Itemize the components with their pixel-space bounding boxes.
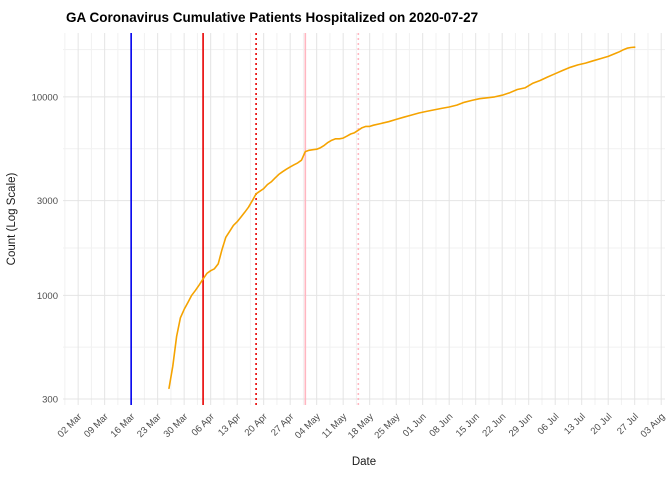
y-axis-title: Count (Log Scale) — [6, 172, 18, 265]
x-tick-label: 13 Jul — [562, 411, 588, 437]
x-tick-label: 02 Mar — [56, 411, 85, 440]
x-tick-label: 08 Jun — [427, 411, 455, 439]
x-tick-label: 06 Apr — [190, 411, 217, 438]
x-tick-label: 23 Mar — [135, 411, 164, 440]
major-gridlines — [63, 33, 665, 405]
data-series — [168, 46, 636, 390]
x-tick-label: 20 Apr — [243, 411, 270, 438]
x-tick-label: 25 May — [372, 411, 402, 441]
x-tick-label: 22 Jun — [480, 411, 508, 439]
x-tick-label: 18 May — [346, 411, 376, 441]
x-tick-label: 30 Mar — [162, 411, 191, 440]
minor-gridlines — [63, 33, 665, 405]
x-axis-title: Date — [352, 456, 376, 468]
chart-title: GA Coronavirus Cumulative Patients Hospi… — [66, 10, 478, 25]
x-tick-label: 27 Apr — [269, 411, 296, 438]
series-line — [168, 46, 636, 390]
x-tick-label: 20 Jul — [589, 411, 615, 437]
y-tick-label: 3000 — [37, 196, 58, 207]
y-axis-tick-labels: 300 1000 3000 10000 — [32, 92, 58, 405]
y-tick-label: 300 — [42, 395, 58, 406]
x-tick-label: 09 Mar — [82, 411, 111, 440]
x-tick-label: 01 Jun — [401, 411, 429, 439]
y-tick-label: 1000 — [37, 291, 58, 302]
x-tick-label: 13 Apr — [216, 411, 243, 438]
event-vlines — [130, 33, 360, 405]
x-tick-label: 15 Jun — [454, 411, 482, 439]
x-tick-label: 04 May — [293, 411, 323, 441]
x-tick-label: 06 Jul — [536, 411, 562, 437]
x-tick-label: 27 Jul — [615, 411, 641, 437]
x-tick-label: 03 Aug — [639, 411, 668, 440]
x-tick-label: 11 May — [320, 411, 349, 440]
x-tick-label: 16 Mar — [109, 411, 138, 440]
x-tick-label: 29 Jun — [507, 411, 535, 439]
y-tick-label: 10000 — [32, 92, 58, 103]
